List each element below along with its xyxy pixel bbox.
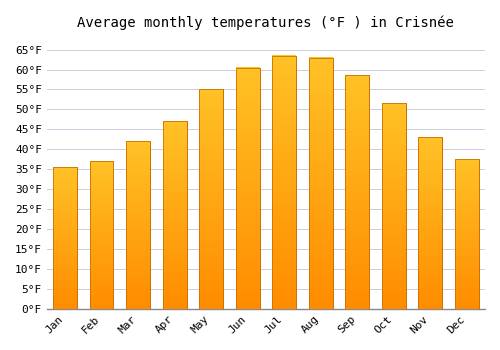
Bar [90,161,114,309]
Bar [418,137,442,309]
Bar [126,141,150,309]
Bar [455,159,478,309]
Bar [126,141,150,309]
Bar [309,57,332,309]
Bar [236,68,260,309]
Bar [163,121,186,309]
Bar [54,167,77,309]
Bar [200,90,223,309]
Title: Average monthly temperatures (°F ) in Crisnée: Average monthly temperatures (°F ) in Cr… [78,15,454,29]
Bar [163,121,186,309]
Bar [272,56,296,309]
Bar [455,159,478,309]
Bar [346,76,369,309]
Bar [382,103,406,309]
Bar [54,167,77,309]
Bar [346,76,369,309]
Bar [382,103,406,309]
Bar [309,57,332,309]
Bar [272,56,296,309]
Bar [90,161,114,309]
Bar [200,90,223,309]
Bar [236,68,260,309]
Bar [418,137,442,309]
